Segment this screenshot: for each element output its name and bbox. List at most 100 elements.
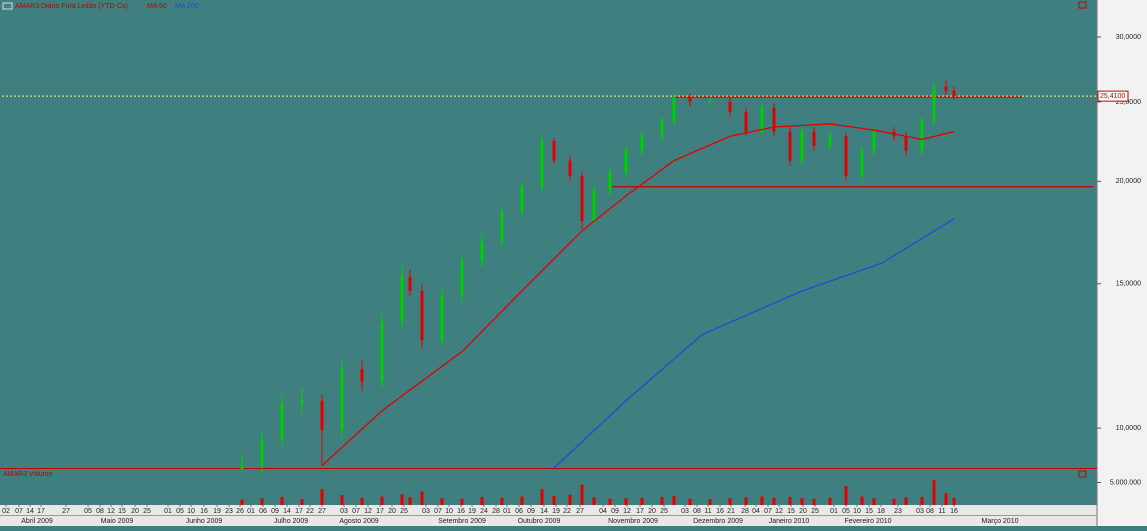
pane-close[interactable] <box>1078 470 1087 478</box>
x-tick-label: 16 <box>457 508 465 515</box>
pane-icon[interactable] <box>2 2 13 10</box>
volume-bar <box>300 499 304 505</box>
volume-bar <box>672 496 676 505</box>
x-tick-label: 08 <box>926 508 934 515</box>
x-tick-label: 19 <box>213 508 221 515</box>
candle-body <box>380 321 384 382</box>
x-tick-label: 25 <box>400 508 408 515</box>
x-tick-label: 07 <box>434 508 442 515</box>
x-tick-label: 23 <box>894 508 902 515</box>
x-tick-label: Agosto 2009 <box>339 518 378 525</box>
last-price-box <box>1097 90 1129 102</box>
x-tick-label: 10 <box>187 508 195 515</box>
y-tick-label: 5.000.000 <box>1110 479 1141 486</box>
candle-body <box>440 295 444 341</box>
x-tick-label: 07 <box>352 508 360 515</box>
volume-bar <box>872 498 876 505</box>
x-tick-label: 18 <box>877 508 885 515</box>
x-tick-label: 06 <box>259 508 267 515</box>
volume-bar <box>760 496 764 505</box>
x-tick-label: 17 <box>295 508 303 515</box>
candle-body <box>728 101 732 113</box>
x-tick-label: 05 <box>84 508 92 515</box>
x-tick-label: 25 <box>143 508 151 515</box>
x-tick-label: 14 <box>540 508 548 515</box>
x-tick-label: 19 <box>468 508 476 515</box>
volume-bar <box>540 489 544 505</box>
volume-bar <box>932 480 936 505</box>
candle-body <box>904 136 908 151</box>
legend-entry[interactable]: MA 200 <box>175 3 199 10</box>
pane-close[interactable] <box>1078 1 1087 9</box>
x-tick-label: 03 <box>422 508 430 515</box>
candle-body <box>944 86 948 91</box>
candle-body <box>672 97 676 121</box>
candle-body <box>788 131 792 161</box>
candle-body <box>640 136 644 151</box>
x-tick-label: 01 <box>830 508 838 515</box>
legend-entry[interactable]: MA 50 <box>147 3 167 10</box>
x-tick-label: 01 <box>503 508 511 515</box>
x-tick-label: 25 <box>811 508 819 515</box>
candle-body <box>860 150 864 177</box>
x-tick-label: 26 <box>236 508 244 515</box>
volume-bar <box>280 496 284 505</box>
volume-bar <box>828 497 832 505</box>
candle-body <box>540 141 544 187</box>
x-tick-label: 09 <box>611 508 619 515</box>
volume-bar <box>380 496 384 505</box>
candle-body <box>608 172 612 191</box>
x-tick-label: Dezembro 2009 <box>693 518 743 525</box>
x-tick-label: 17 <box>636 508 644 515</box>
candle-body <box>932 86 936 121</box>
candle-body <box>592 190 596 221</box>
volume-bar <box>800 498 804 505</box>
chart-title: AMAR3 Diário Fora Leilão (YTD-Cx) <box>15 3 128 10</box>
volume-bar <box>520 496 524 505</box>
candle-body <box>400 276 404 322</box>
candle-body <box>360 369 364 382</box>
candle-body <box>340 369 344 430</box>
x-tick-label: 05 <box>842 508 850 515</box>
volume-bar <box>624 498 628 505</box>
volume-bar <box>892 498 896 505</box>
volume-bar <box>480 496 484 505</box>
volume-bar <box>552 496 556 505</box>
x-tick-label: Maio 2009 <box>101 518 134 525</box>
x-tick-label: 15 <box>787 508 795 515</box>
x-tick-label: 11 <box>704 508 711 515</box>
candle-body <box>760 107 764 132</box>
x-tick-label: 07 <box>764 508 772 515</box>
x-tick-label: 15 <box>865 508 873 515</box>
volume-bar <box>660 496 664 505</box>
candle-body <box>624 150 628 173</box>
x-tick-label: 17 <box>37 508 45 515</box>
x-tick-label: 28 <box>741 508 749 515</box>
candle-body <box>800 131 804 161</box>
candle-body <box>420 290 424 341</box>
candle-body <box>812 131 816 146</box>
volume-bar <box>860 496 864 505</box>
candle-body <box>320 400 324 430</box>
candle-body <box>660 120 664 137</box>
x-tick-label: Outubro 2009 <box>518 518 561 525</box>
volume-bar <box>568 494 572 505</box>
candle-body <box>708 101 712 103</box>
volume-bar <box>688 498 692 505</box>
volume-bar <box>844 486 848 505</box>
volume-bar <box>240 499 244 505</box>
candle-body <box>408 276 412 291</box>
x-tick-label: 27 <box>318 508 326 515</box>
x-tick-label: 09 <box>527 508 535 515</box>
volume-bar <box>400 494 404 505</box>
x-tick-label: Setembro 2009 <box>438 518 486 525</box>
volume-bar <box>812 498 816 505</box>
x-tick-label: 16 <box>950 508 958 515</box>
x-tick-label: 07 <box>15 508 23 515</box>
candle-body <box>260 438 264 466</box>
x-tick-label: 06 <box>515 508 523 515</box>
candle-body <box>568 160 572 177</box>
candle-body <box>520 186 524 212</box>
volume-bar <box>320 489 324 505</box>
